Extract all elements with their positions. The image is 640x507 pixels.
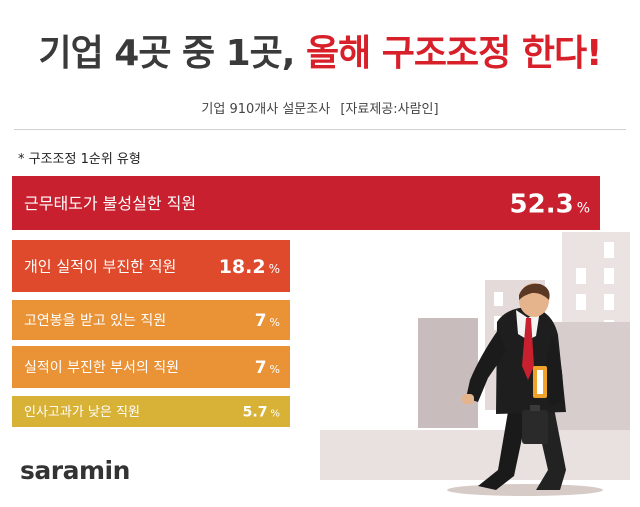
chart-note: * 구조조정 1순위 유형 [18,152,141,167]
title-part-2: 올해 구조조정 한다! [306,33,602,74]
bar-value-2: 18.2% [219,256,280,278]
title-part-1: 기업 4곳 중 1곳, [38,33,296,74]
source-credit: [자료제공:사람인] [340,102,439,117]
bar-5 [12,396,290,427]
buildings-illustration [320,232,630,480]
bar-value-5: 5.7% [243,405,280,421]
bar-label-2: 개인 실적이 부진한 직원 [24,257,176,275]
bar-4 [12,346,290,388]
survey-description: 기업 910개사 설문조사 [201,102,331,117]
saramin-logo: saramin [20,456,130,485]
bar-label-4: 실적이 부진한 부서의 직원 [24,360,179,376]
divider [14,129,626,130]
bar-label-3: 고연봉을 받고 있는 직원 [24,313,166,329]
bar-3 [12,300,290,340]
businessman-illustration [447,283,603,496]
subtitle: 기업 910개사 설문조사 [자료제공:사람인] [0,98,640,117]
bar-label-5: 인사고과가 낮은 직원 [24,405,140,420]
bar-value-1: 52.3% [510,189,590,219]
bar-1 [12,176,600,230]
bar-value-4: 7% [255,358,280,378]
bar-2 [12,240,290,292]
bar-label-1: 근무태도가 불성실한 직원 [24,194,196,213]
logo-text: saramin [20,456,130,485]
page-title: 기업 4곳 중 1곳, 올해 구조조정 한다! [0,24,640,76]
bar-value-3: 7% [255,311,280,331]
